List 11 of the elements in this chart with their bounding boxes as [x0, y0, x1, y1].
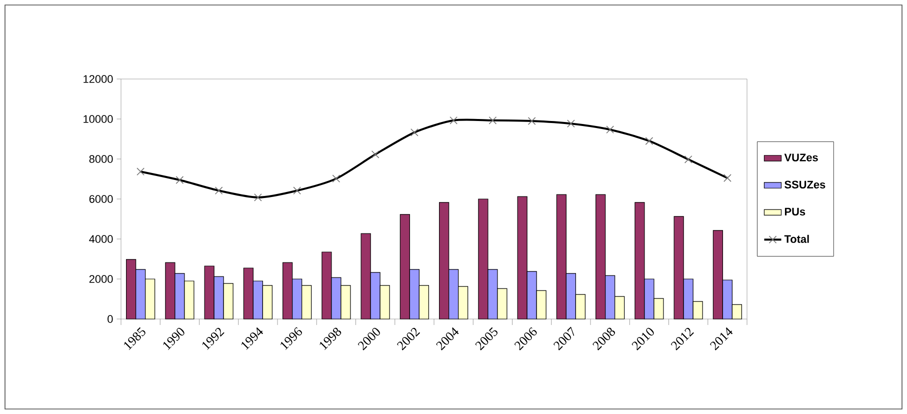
- y-tick-label: 8000: [89, 155, 113, 163]
- y-tick-label: 12000: [84, 75, 113, 83]
- y-tick-label: 2000: [89, 275, 113, 283]
- y-tick-label: 6000: [89, 195, 113, 203]
- legend-label: VUZes: [784, 154, 818, 162]
- legend-label: PUs: [784, 208, 806, 216]
- y-tick-label: 4000: [89, 235, 113, 243]
- legend-label: Total: [784, 234, 809, 243]
- y-tick-label: 10000: [84, 115, 113, 123]
- legend-label: SSUZes: [784, 180, 826, 188]
- y-tick-label: 0: [108, 315, 113, 323]
